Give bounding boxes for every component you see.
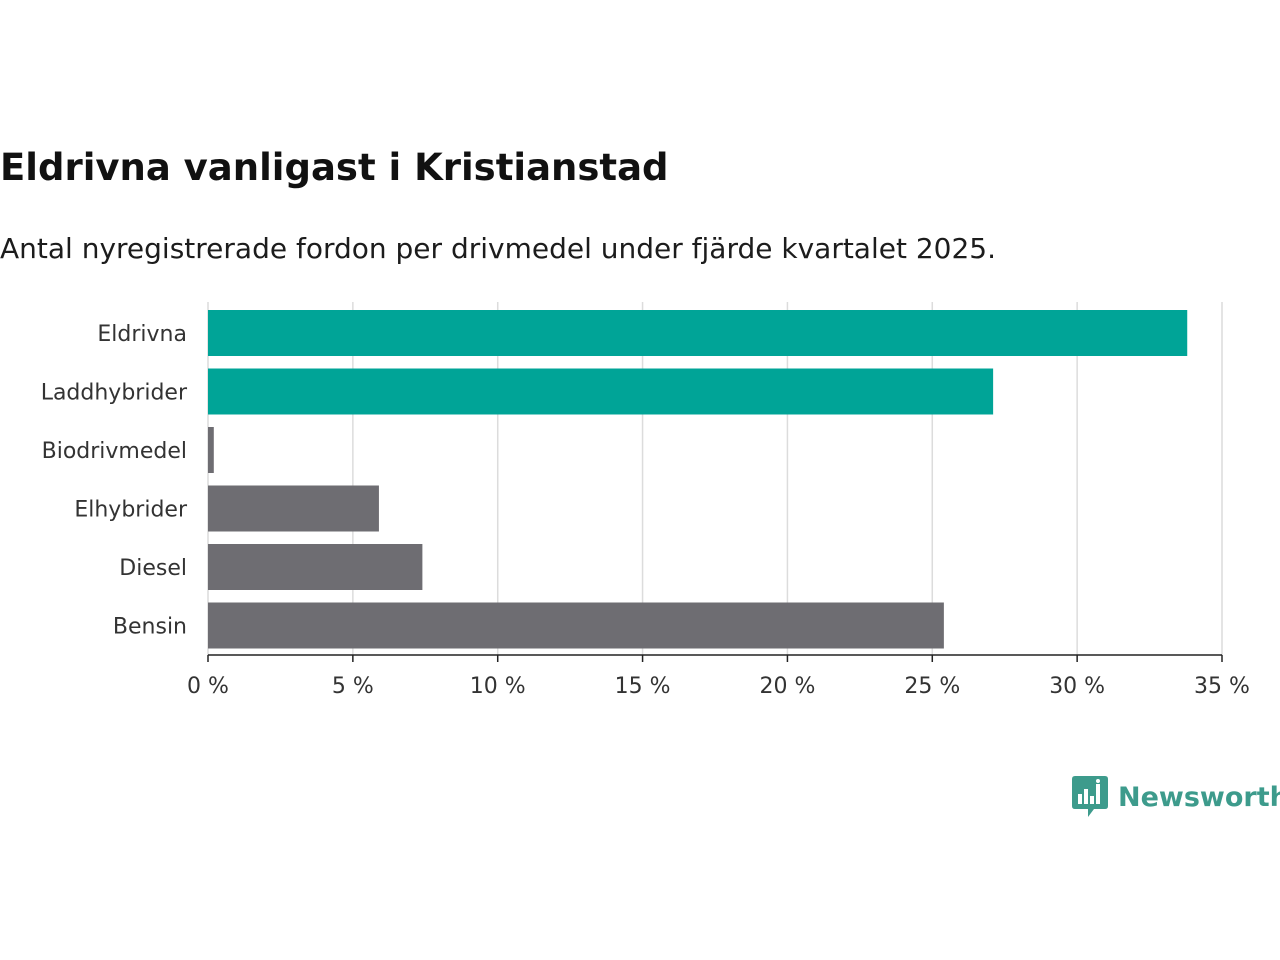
category-label: Eldrivna	[97, 322, 187, 347]
grid-lines	[207, 302, 1223, 655]
chart-title: Eldrivna vanligast i Kristianstad	[0, 146, 669, 189]
x-tick-label: 20 %	[759, 674, 815, 699]
x-tick-label: 30 %	[1049, 674, 1105, 699]
brand-name: Newsworthy	[1118, 781, 1280, 813]
x-tick-label: 10 %	[470, 674, 526, 699]
x-tick-label: 15 %	[615, 674, 671, 699]
bar-eldrivna	[208, 310, 1188, 356]
bar-biodrivmedel	[208, 427, 214, 473]
category-labels: Eldrivna Laddhybrider Biodrivmedel Elhybrid…	[41, 322, 188, 640]
x-tick-label: 35 %	[1194, 674, 1250, 699]
bar-diesel	[208, 544, 423, 590]
bars	[208, 310, 1188, 649]
category-label: Biodrivmedel	[42, 439, 187, 464]
x-tick-label: 5 %	[332, 674, 374, 699]
newsworthy-logo: Newsworthy	[1072, 776, 1280, 818]
bar-laddhybrider	[208, 368, 994, 415]
bar-bensin	[208, 602, 944, 649]
bar-chart: 0 % 5 % 10 % 15 % 20 % 25 % 30 % 35 % Eldrivna L…	[41, 302, 1250, 699]
category-label: Elhybrider	[74, 498, 188, 523]
x-tick-label: 0 %	[187, 674, 229, 699]
chart-subtitle: Antal nyregistrerade fordon per drivmede…	[0, 232, 997, 265]
x-axis: 0 % 5 % 10 % 15 % 20 % 25 % 30 % 35 %	[187, 654, 1250, 699]
bar-chart-speech-bubble-icon	[1072, 776, 1108, 817]
category-label: Diesel	[119, 556, 187, 581]
category-label: Laddhybrider	[41, 381, 188, 406]
x-tick-label: 25 %	[904, 674, 960, 699]
bar-elhybrider	[208, 485, 379, 532]
category-label: Bensin	[113, 615, 187, 640]
